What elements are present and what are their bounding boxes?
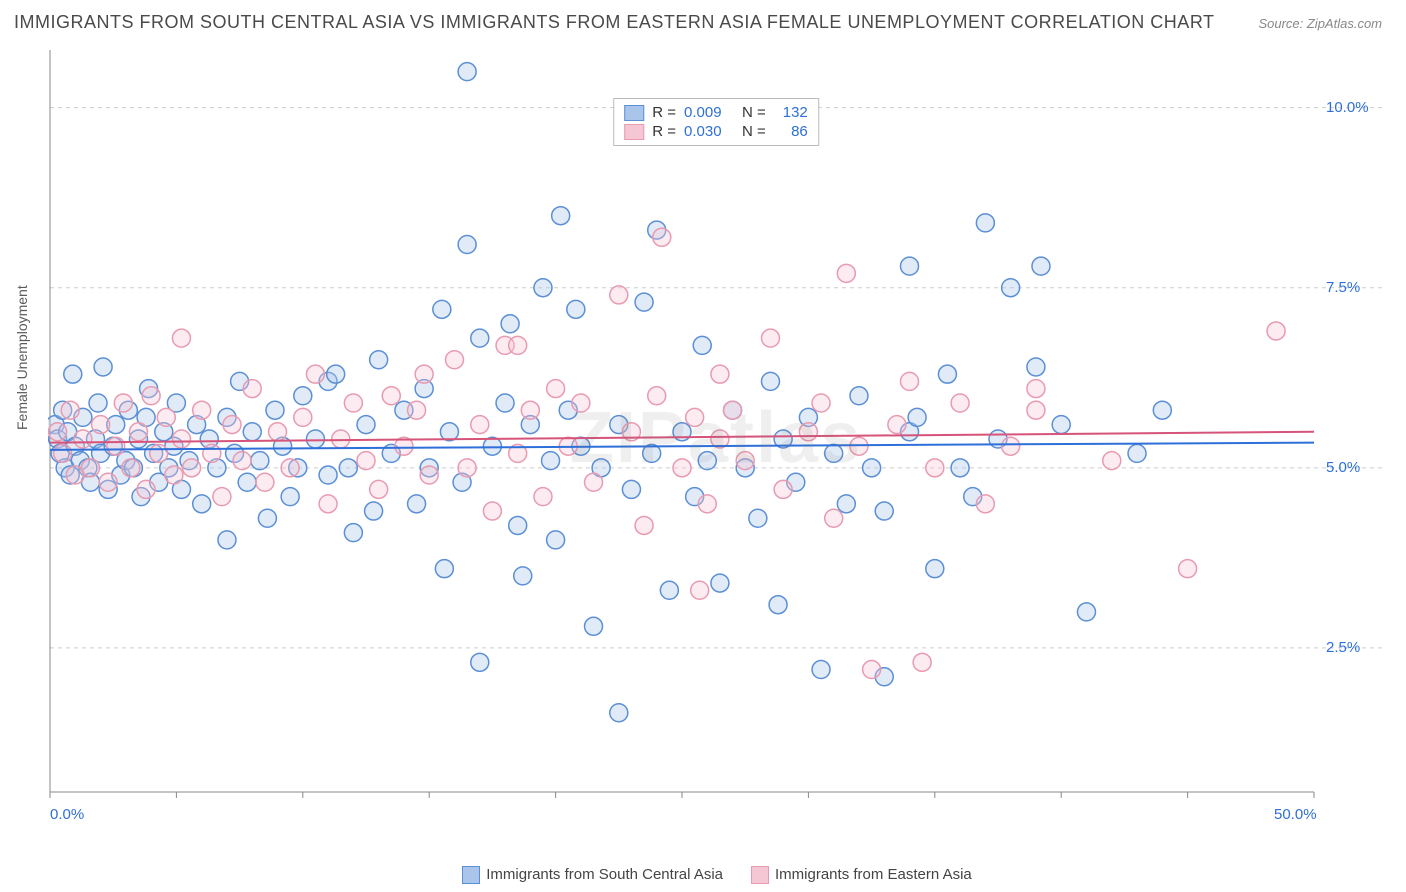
legend-n-label: N = xyxy=(742,123,766,140)
series-swatch xyxy=(751,866,769,884)
y-tick-label: 10.0% xyxy=(1326,99,1369,116)
legend-r-value: 0.030 xyxy=(684,123,734,140)
x-tick-label: 50.0% xyxy=(1274,806,1317,823)
correlation-legend: R = 0.009 N = 132 R = 0.030 N = 86 xyxy=(613,98,819,146)
y-axis-label: Female Unemployment xyxy=(14,285,30,430)
legend-r-label: R = xyxy=(652,123,676,140)
series-legend: Immigrants from South Central Asia Immigr… xyxy=(0,866,1406,884)
scatter-plot: ZIPatlas R =0.009N =132R =0.030N =86 xyxy=(48,48,1384,828)
legend-n-value: 86 xyxy=(774,123,808,140)
legend-n-value: 132 xyxy=(774,104,808,121)
series-label: Immigrants from South Central Asia xyxy=(486,866,723,883)
chart-title: IMMIGRANTS FROM SOUTH CENTRAL ASIA VS IM… xyxy=(14,12,1214,33)
chart-svg xyxy=(48,48,1384,828)
y-tick-label: 5.0% xyxy=(1326,459,1360,476)
legend-swatch xyxy=(624,105,644,121)
y-tick-label: 7.5% xyxy=(1326,279,1360,296)
legend-row: R = 0.030 N = 86 xyxy=(624,122,808,141)
x-tick-label: 0.0% xyxy=(50,806,84,823)
series-swatch xyxy=(462,866,480,884)
legend-r-value: 0.009 xyxy=(684,104,734,121)
legend-r-label: R = xyxy=(652,104,676,121)
source-attribution: Source: ZipAtlas.com xyxy=(1258,16,1382,31)
series-label: Immigrants from Eastern Asia xyxy=(775,866,972,883)
legend-n-label: N = xyxy=(742,104,766,121)
legend-swatch xyxy=(624,124,644,140)
y-tick-label: 2.5% xyxy=(1326,639,1360,656)
legend-row: R = 0.009 N = 132 xyxy=(624,103,808,122)
